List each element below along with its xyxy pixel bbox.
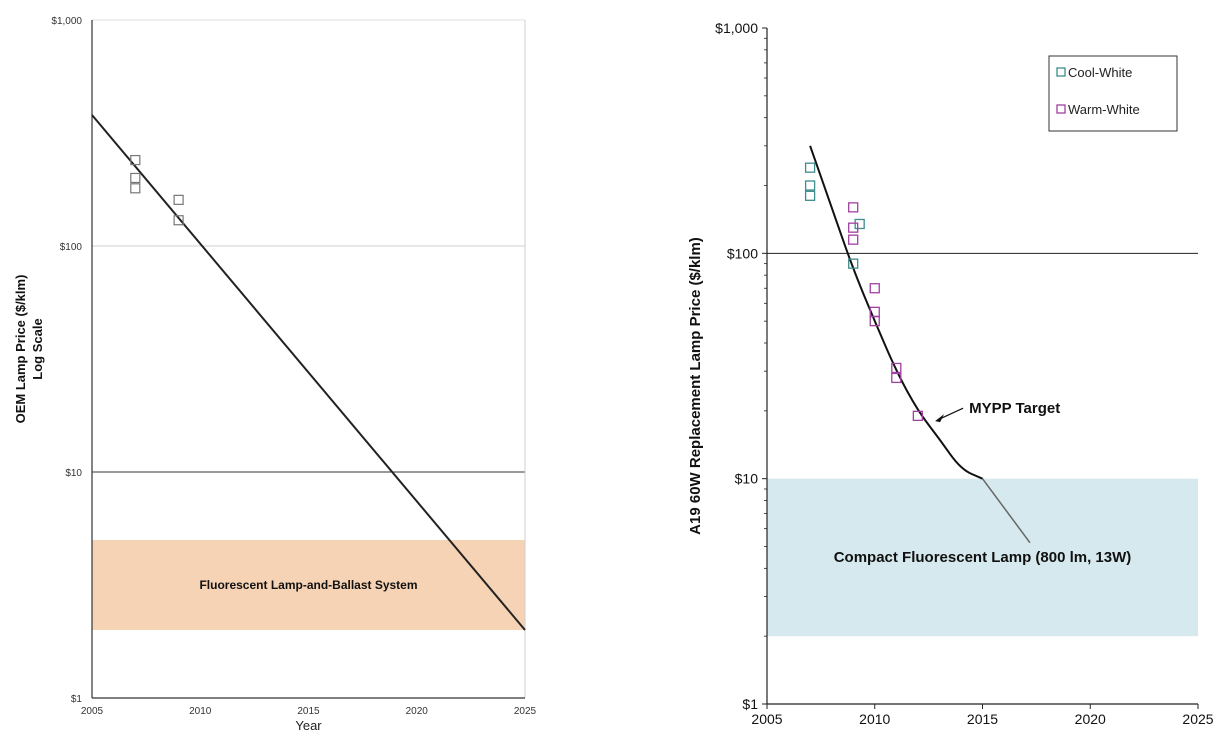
x-tick-labels: 2005 2010 2015 2020 2025 bbox=[751, 704, 1214, 727]
data-point-warm-white bbox=[848, 234, 859, 245]
mypp-target-curve bbox=[809, 145, 983, 480]
x-tick-label: 2025 bbox=[1182, 711, 1213, 727]
data-points bbox=[130, 154, 184, 226]
data-point bbox=[130, 183, 141, 194]
y-tick-label: $1,000 bbox=[51, 16, 82, 27]
data-point-cool-white bbox=[854, 218, 865, 230]
data-point-warm-white bbox=[891, 372, 902, 384]
left-chart: $1 $10 $100 $1,000 2005 2010 2015 2020 2025 Flu… bbox=[13, 16, 537, 733]
y-tick-labels: $1 $10 $100 $1,000 bbox=[51, 16, 82, 705]
legend-label-cool-white: Cool-White bbox=[1068, 65, 1132, 80]
right-chart: $1 $10 $100 $1,000 2005 2010 2015 2020 2025 MYP… bbox=[687, 20, 1214, 727]
y-tick-label: $100 bbox=[60, 242, 83, 253]
y-axis-title: A19 60W Replacement Lamp Price ($/klm) bbox=[687, 237, 704, 535]
x-tick-label: 2005 bbox=[751, 711, 782, 727]
data-point-warm-white bbox=[891, 362, 902, 374]
data-point bbox=[173, 194, 184, 205]
data-point-warm-white bbox=[848, 222, 859, 233]
y-tick-label: $1 bbox=[71, 694, 83, 705]
data-point bbox=[130, 154, 141, 166]
band-cfl bbox=[767, 478, 1198, 637]
x-tick-label: 2005 bbox=[81, 706, 104, 717]
data-points bbox=[804, 162, 923, 422]
x-tick-label: 2015 bbox=[967, 711, 998, 727]
y-tick-label: $1 bbox=[742, 696, 758, 712]
annotation-arrowhead bbox=[935, 414, 945, 423]
legend-marker-warm-white bbox=[1056, 104, 1066, 114]
legend-marker-cool-white bbox=[1056, 67, 1066, 77]
x-tick-label: 2010 bbox=[189, 706, 212, 717]
target-extension-line bbox=[981, 478, 1031, 544]
band-fluorescent bbox=[92, 540, 525, 630]
legend-label-warm-white: Warm-White bbox=[1068, 102, 1140, 117]
legend-box bbox=[1048, 55, 1178, 132]
x-tick-label: 2025 bbox=[514, 706, 537, 717]
data-point-warm-white bbox=[869, 283, 880, 294]
x-axis-title: Year bbox=[295, 718, 322, 733]
data-point-warm-white bbox=[912, 410, 923, 422]
x-tick-label: 2020 bbox=[406, 706, 429, 717]
y-tick-label: $10 bbox=[735, 471, 759, 487]
y-tick-label: $1,000 bbox=[715, 20, 758, 36]
y-axis-subtitle: Log Scale bbox=[30, 318, 45, 379]
y-axis-title: OEM Lamp Price ($/klm) bbox=[13, 275, 28, 424]
data-point-cool-white bbox=[848, 258, 859, 269]
mypp-target-label: MYPP Target bbox=[969, 400, 1060, 417]
data-point-cool-white bbox=[804, 162, 816, 173]
band-label: Compact Fluorescent Lamp (800 lm, 13W) bbox=[834, 549, 1132, 566]
x-tick-label: 2010 bbox=[859, 711, 890, 727]
x-tick-labels: 2005 2010 2015 2020 2025 bbox=[81, 706, 537, 717]
data-point bbox=[130, 172, 141, 184]
y-tick-labels: $1 $10 $100 $1,000 bbox=[715, 20, 767, 712]
trend-line bbox=[91, 114, 526, 631]
y-tick-label: $10 bbox=[65, 468, 82, 479]
data-point-warm-white bbox=[848, 202, 859, 213]
y-tick-label: $100 bbox=[727, 245, 758, 261]
data-point-cool-white bbox=[804, 190, 816, 201]
data-point bbox=[173, 215, 184, 226]
x-tick-label: 2015 bbox=[297, 706, 320, 717]
band-label: Fluorescent Lamp-and-Ballast System bbox=[199, 578, 417, 592]
data-point-cool-white bbox=[804, 180, 816, 191]
x-tick-label: 2020 bbox=[1075, 711, 1106, 727]
legend: Cool-White Warm-White bbox=[1048, 55, 1178, 132]
data-point-warm-white bbox=[869, 316, 880, 327]
